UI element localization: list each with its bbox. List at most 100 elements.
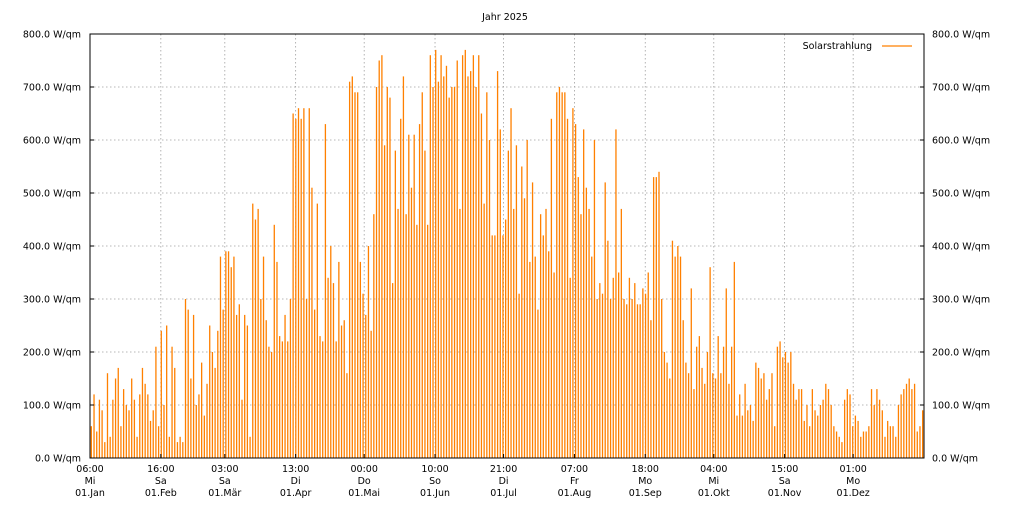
bar bbox=[798, 389, 800, 458]
bar bbox=[644, 293, 647, 458]
bar bbox=[179, 436, 181, 458]
x-tick-date: 01.Mär bbox=[208, 488, 241, 499]
bar bbox=[819, 405, 822, 458]
bar bbox=[612, 277, 614, 458]
bar bbox=[418, 124, 421, 458]
bar bbox=[125, 405, 127, 458]
bar bbox=[190, 378, 192, 458]
bar bbox=[435, 49, 437, 459]
bar bbox=[774, 426, 776, 458]
bar bbox=[168, 436, 171, 458]
x-tick-time: 03:00 bbox=[211, 464, 238, 475]
y-axis-right: 0.0 W/qm 100.0 W/qm 200.0 W/qm 300.0 W/qm 40… bbox=[920, 30, 990, 465]
bar bbox=[531, 182, 534, 458]
bar bbox=[421, 92, 423, 459]
bar bbox=[316, 203, 318, 458]
bar bbox=[507, 150, 509, 458]
bar bbox=[475, 87, 477, 458]
bar bbox=[674, 256, 676, 458]
y-tick-label-right: 0.0 W/qm bbox=[932, 454, 978, 465]
bar bbox=[413, 134, 415, 458]
bar bbox=[666, 362, 668, 458]
bar bbox=[811, 389, 814, 458]
bar bbox=[604, 182, 606, 458]
bar bbox=[741, 415, 744, 458]
bar bbox=[378, 60, 380, 458]
bar bbox=[860, 436, 862, 458]
bar bbox=[728, 383, 730, 458]
bar bbox=[596, 299, 598, 458]
bar bbox=[658, 171, 660, 459]
bar bbox=[488, 140, 491, 458]
y-tick-label-right: 100.0 W/qm bbox=[932, 401, 990, 412]
bar bbox=[631, 299, 633, 458]
bar bbox=[892, 426, 894, 458]
bar bbox=[639, 304, 641, 458]
bar bbox=[895, 436, 897, 458]
bar bbox=[297, 108, 300, 458]
bar bbox=[340, 325, 343, 458]
bar bbox=[687, 373, 690, 458]
y-tick-label-left: 0.0 W/qm bbox=[35, 454, 81, 465]
bar bbox=[470, 71, 472, 458]
legend-label: Solarstrahlung bbox=[803, 41, 872, 52]
x-tick-time: 10:00 bbox=[421, 464, 448, 475]
bar bbox=[647, 272, 649, 458]
bar bbox=[717, 336, 719, 458]
bar bbox=[276, 261, 278, 458]
bar bbox=[803, 420, 805, 458]
bar bbox=[652, 177, 655, 458]
bar bbox=[569, 277, 571, 458]
bar bbox=[117, 367, 119, 458]
bar bbox=[558, 87, 561, 458]
bar bbox=[478, 55, 480, 458]
bar bbox=[308, 108, 310, 458]
y-tick-label-left: 700.0 W/qm bbox=[23, 83, 81, 94]
x-tick-time: 16:00 bbox=[147, 464, 174, 475]
bar bbox=[505, 219, 507, 458]
gridlines bbox=[90, 34, 924, 458]
bar bbox=[246, 325, 249, 458]
bar bbox=[757, 367, 760, 458]
bar bbox=[916, 431, 918, 458]
bar bbox=[270, 352, 273, 458]
bar bbox=[408, 134, 410, 458]
bar bbox=[792, 383, 795, 458]
bar bbox=[827, 389, 830, 458]
bar bbox=[736, 415, 738, 458]
bar bbox=[599, 283, 601, 458]
x-tick-date: 01.Jan bbox=[75, 488, 105, 499]
bar bbox=[701, 367, 703, 458]
bar bbox=[526, 140, 528, 458]
bar bbox=[257, 208, 259, 458]
bar bbox=[835, 431, 838, 458]
bar bbox=[787, 362, 789, 458]
bar bbox=[327, 277, 329, 458]
bar bbox=[443, 76, 445, 459]
bar bbox=[338, 261, 340, 458]
bar bbox=[661, 299, 663, 458]
bar bbox=[112, 399, 114, 458]
bar bbox=[884, 436, 886, 458]
bar bbox=[187, 309, 189, 458]
x-tick-date: 01.Jul bbox=[490, 488, 517, 499]
bar bbox=[585, 187, 588, 458]
bar bbox=[671, 240, 674, 458]
bar bbox=[120, 426, 122, 458]
bar bbox=[809, 426, 811, 458]
bar bbox=[483, 203, 485, 458]
bar bbox=[375, 87, 378, 458]
bar bbox=[397, 208, 399, 458]
bar bbox=[383, 145, 386, 459]
bar bbox=[725, 288, 727, 458]
bar bbox=[825, 383, 827, 458]
x-tick-time: 15:00 bbox=[771, 464, 798, 475]
bar bbox=[106, 373, 109, 458]
bar bbox=[752, 420, 754, 458]
bar bbox=[295, 118, 297, 459]
bar bbox=[262, 256, 265, 458]
x-tick-weekday: Mo bbox=[846, 476, 860, 487]
bar bbox=[206, 383, 208, 458]
bar bbox=[513, 208, 515, 458]
